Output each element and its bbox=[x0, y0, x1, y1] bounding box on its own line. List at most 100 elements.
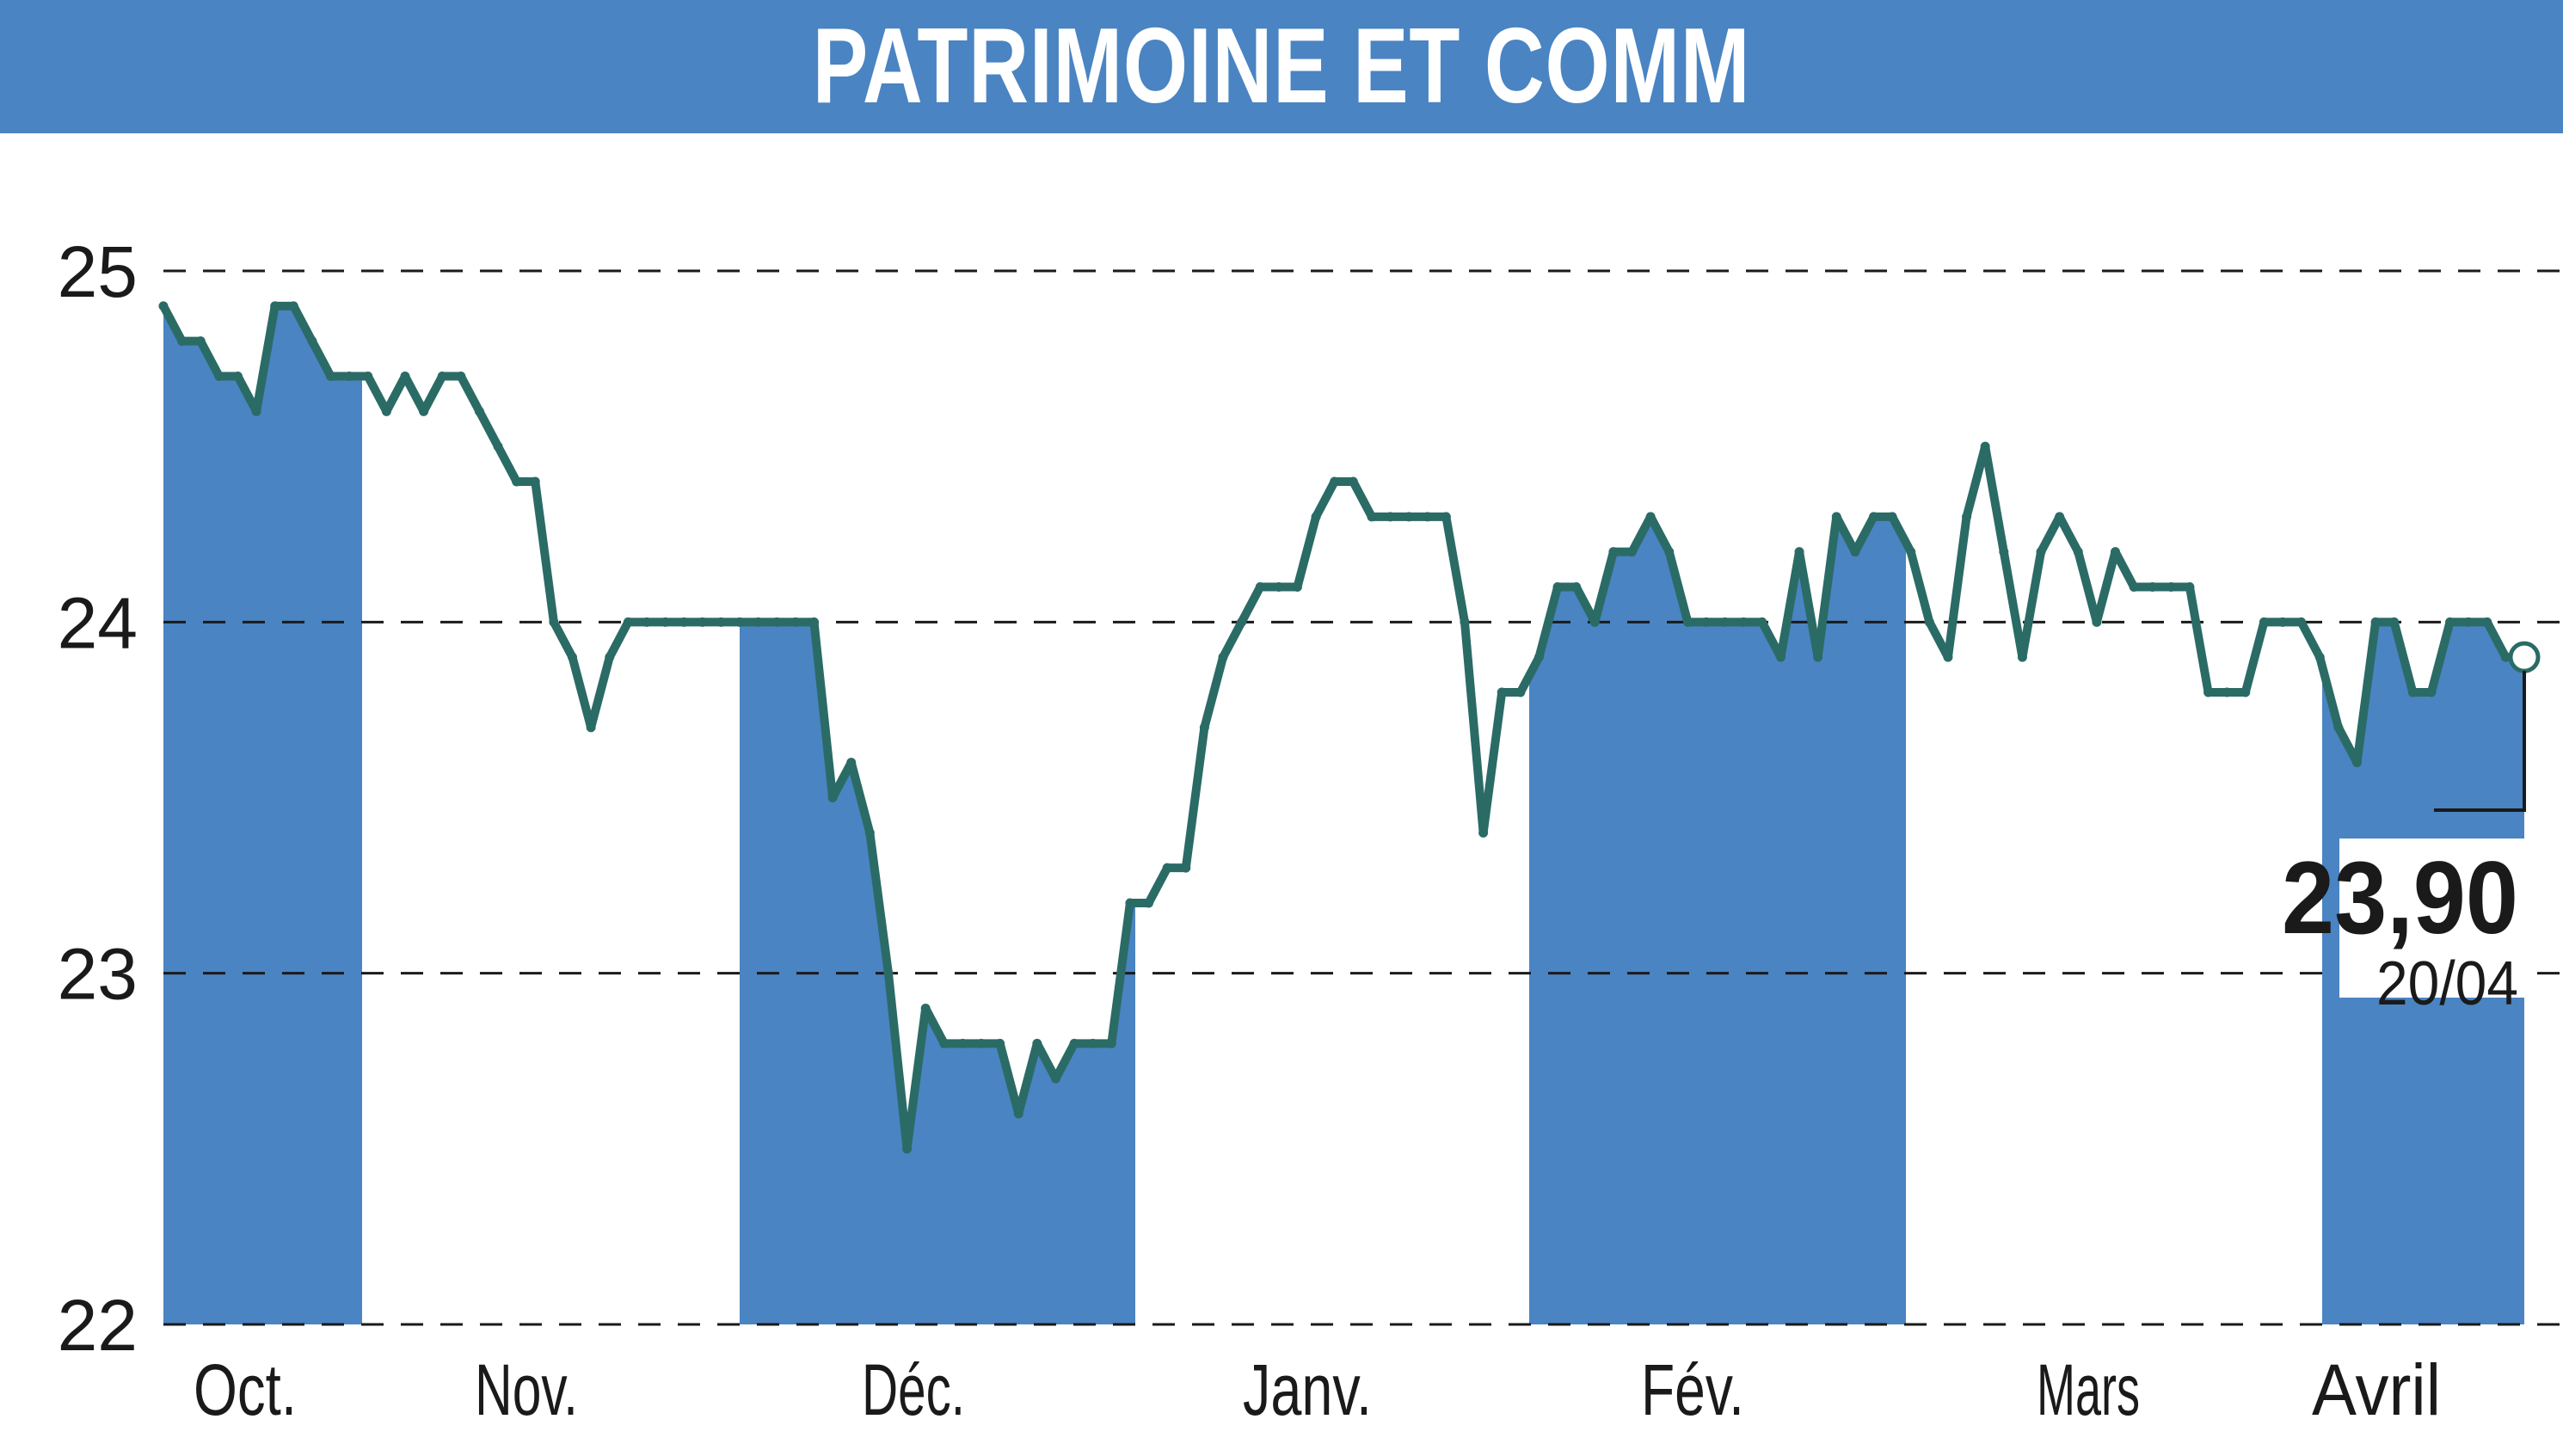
price-point bbox=[995, 1038, 1005, 1048]
month-bands bbox=[163, 305, 2524, 1324]
price-point bbox=[2222, 687, 2232, 697]
price-point bbox=[1775, 652, 1785, 662]
price-point bbox=[2110, 547, 2120, 557]
price-point bbox=[214, 372, 224, 381]
price-line bbox=[159, 301, 2529, 1153]
price-point bbox=[400, 372, 410, 381]
price-point bbox=[2407, 687, 2418, 697]
callout-box bbox=[2339, 839, 2527, 998]
price-point bbox=[846, 758, 857, 768]
price-point bbox=[270, 301, 280, 311]
price-point bbox=[2055, 512, 2065, 522]
price-point bbox=[326, 372, 336, 381]
price-point bbox=[2203, 687, 2214, 697]
price-point bbox=[307, 336, 317, 347]
price-point bbox=[1682, 617, 1693, 627]
x-tick-label-1: Nov. bbox=[475, 1349, 578, 1430]
price-point bbox=[1645, 512, 1656, 522]
last-date-label: 20/04 bbox=[2376, 949, 2518, 1018]
price-point bbox=[549, 617, 559, 627]
price-point bbox=[1887, 512, 1897, 522]
price-point bbox=[827, 793, 838, 802]
gridlines bbox=[163, 269, 2563, 1326]
price-point bbox=[939, 1038, 950, 1048]
price-point bbox=[2351, 758, 2362, 768]
price-point bbox=[2463, 617, 2474, 627]
price-point bbox=[2148, 582, 2158, 592]
y-tick-label-22: 22 bbox=[58, 1285, 138, 1366]
price-point bbox=[734, 617, 745, 627]
x-axis-ticks: Oct. Nov. Déc. Janv. Fév. Mars Avril bbox=[194, 1349, 2441, 1430]
price-point bbox=[493, 441, 503, 452]
price-point bbox=[2259, 617, 2269, 627]
price-point bbox=[1552, 582, 1563, 592]
price-point bbox=[1311, 512, 1321, 522]
last-value-label: 23,90 bbox=[2282, 840, 2518, 955]
price-point bbox=[1571, 582, 1582, 592]
price-point bbox=[586, 722, 596, 733]
x-tick-label-0: Oct. bbox=[194, 1349, 297, 1430]
price-point bbox=[1831, 512, 1841, 522]
price-point bbox=[1794, 547, 1804, 557]
price-point bbox=[158, 301, 169, 311]
price-point bbox=[2333, 722, 2344, 733]
x-tick-label-5: Mars bbox=[2037, 1349, 2140, 1430]
price-point bbox=[864, 827, 875, 838]
price-point bbox=[679, 617, 689, 627]
chart-title: PATRIMOINE ET COMM bbox=[812, 7, 1751, 126]
price-point bbox=[771, 617, 782, 627]
price-point bbox=[1497, 687, 1507, 697]
price-point bbox=[1869, 512, 1879, 522]
price-point bbox=[1720, 617, 1730, 627]
price-point bbox=[1850, 547, 1860, 557]
callout-bracket bbox=[2434, 671, 2526, 812]
price-point bbox=[251, 406, 261, 416]
price-point bbox=[2166, 582, 2176, 592]
x-tick-label-6: Avril bbox=[2312, 1349, 2441, 1430]
price-point bbox=[2240, 687, 2251, 697]
price-point bbox=[1125, 898, 1135, 908]
price-point bbox=[623, 617, 633, 627]
y-tick-label-24: 24 bbox=[58, 582, 138, 663]
price-point bbox=[1962, 512, 1972, 522]
price-point bbox=[1589, 617, 1600, 627]
month-band-6 bbox=[2322, 305, 2524, 1324]
price-point bbox=[2129, 582, 2139, 592]
price-point bbox=[1237, 617, 1247, 627]
price-point bbox=[1274, 582, 1284, 592]
price-point bbox=[1162, 863, 1172, 873]
price-point bbox=[1943, 652, 1953, 662]
price-point bbox=[2500, 652, 2511, 662]
price-point bbox=[568, 652, 578, 662]
price-point bbox=[1330, 476, 1340, 487]
price-point bbox=[2277, 617, 2288, 627]
price-point bbox=[2185, 582, 2195, 592]
price-point bbox=[1106, 1038, 1116, 1048]
price-point bbox=[605, 652, 615, 662]
month-band-2 bbox=[740, 305, 1135, 1324]
price-point bbox=[1292, 582, 1302, 592]
price-point bbox=[1218, 652, 1228, 662]
price-point bbox=[1404, 512, 1414, 522]
y-axis-ticks: 22 23 24 25 bbox=[58, 231, 138, 1366]
price-point bbox=[2445, 617, 2455, 627]
price-point bbox=[957, 1038, 968, 1048]
price-point bbox=[1348, 476, 1358, 487]
month-band-4 bbox=[1529, 305, 1906, 1324]
x-tick-label-2: Déc. bbox=[862, 1349, 965, 1430]
price-point bbox=[1664, 547, 1675, 557]
price-point bbox=[753, 617, 764, 627]
price-point bbox=[1367, 512, 1377, 522]
price-point bbox=[2482, 617, 2492, 627]
price-point bbox=[1608, 547, 1619, 557]
price-point bbox=[661, 617, 671, 627]
price-point bbox=[474, 406, 484, 416]
price-point bbox=[1460, 617, 1470, 627]
price-point bbox=[698, 617, 708, 627]
price-point bbox=[2073, 547, 2083, 557]
price-point bbox=[1533, 652, 1544, 662]
price-point bbox=[1757, 617, 1767, 627]
price-point bbox=[1701, 617, 1712, 627]
x-tick-label-4: Fév. bbox=[1641, 1349, 1744, 1430]
